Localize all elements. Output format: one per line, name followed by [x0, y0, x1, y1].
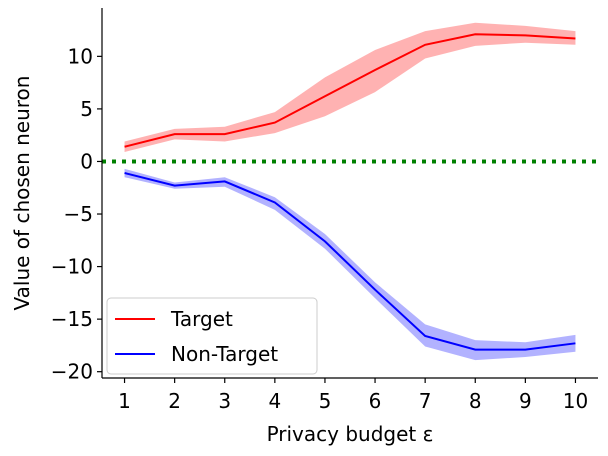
x-tick-label: 5	[319, 389, 332, 413]
y-tick-label: 5	[80, 97, 93, 121]
y-tick-label: −5	[64, 202, 93, 226]
x-tick-label: 9	[519, 389, 532, 413]
legend-box	[106, 297, 318, 375]
axes	[101, 8, 598, 379]
x-tick-label: 1	[118, 389, 131, 413]
x-tick-label: 6	[369, 389, 382, 413]
y-tick-label: 0	[80, 149, 93, 173]
series-lines	[124, 33, 576, 351]
x-axis-label: Privacy budget ε	[267, 422, 434, 446]
y-tick-label: 10	[68, 44, 93, 68]
x-tick-label: 10	[563, 389, 588, 413]
band-target	[124, 22, 576, 153]
y-axis-ticks: −20 −15 −10 −5 0 5 10	[51, 44, 102, 384]
legend-label-target: Target	[170, 307, 233, 331]
x-tick-label: 4	[268, 389, 281, 413]
x-tick-label: 3	[218, 389, 231, 413]
series-line-non-target	[124, 172, 576, 351]
y-tick-label: −10	[51, 255, 93, 279]
x-tick-label: 8	[469, 389, 482, 413]
legend: Target Non-Target	[106, 297, 318, 375]
y-tick-label: −20	[51, 360, 93, 384]
y-tick-label: −15	[51, 307, 93, 331]
y-axis-label: Value of chosen neuron	[10, 76, 34, 311]
series-line-target	[124, 33, 576, 148]
x-tick-label: 7	[419, 389, 432, 413]
legend-label-non-target: Non-Target	[171, 342, 278, 366]
x-axis-ticks: 1 2 3 4 5 6 7 8 9 10	[118, 378, 588, 413]
x-tick-label: 2	[168, 389, 181, 413]
